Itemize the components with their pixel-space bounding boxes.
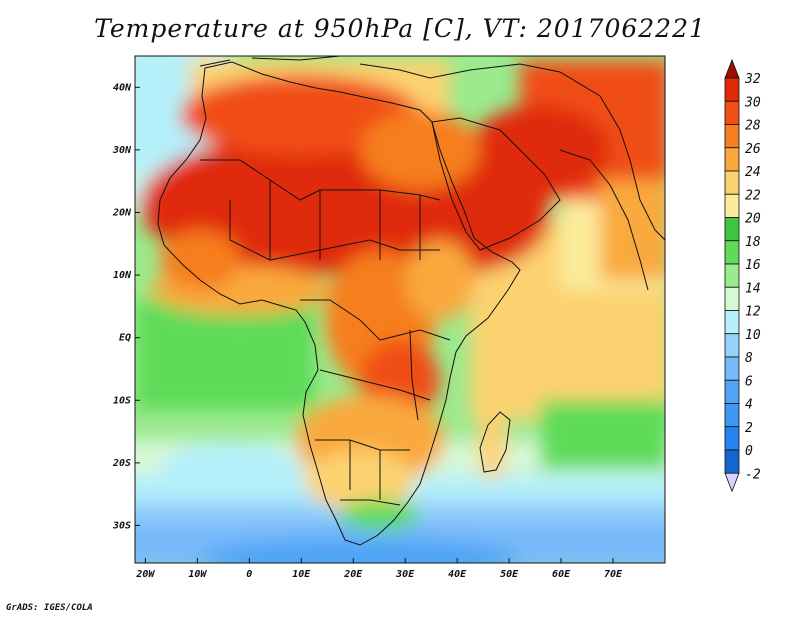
longitude-axis: 20W 10W 0 10E 20E 30E 40E 50E 60E 70E [135, 558, 623, 580]
colorbar-top-arrow [724, 58, 740, 79]
lon-tick-label: 60E [552, 569, 571, 580]
colorbar-swatch [724, 170, 740, 195]
colorbar-swatch [724, 124, 740, 149]
colorbar-bottom-arrow [724, 472, 740, 493]
map-frame [134, 55, 666, 564]
colorbar-swatch [724, 217, 740, 242]
colorbar-swatch [724, 310, 740, 335]
lon-tick-label: 10E [292, 569, 311, 580]
colorbar-swatch [724, 356, 740, 381]
colorbar-label: 28 [745, 119, 761, 134]
map-title: Temperature at 950hPa [C], VT: 201706222… [94, 14, 706, 43]
colorbar-swatch [724, 193, 740, 218]
colorbar-label: 22 [745, 188, 761, 203]
colorbar-label: 32 [744, 72, 761, 87]
colorbar-label: 0 [745, 444, 753, 459]
lon-tick-label: 30E [395, 569, 415, 580]
colorbar-swatch [724, 286, 740, 311]
lat-tick-label: 40N [113, 82, 132, 93]
colorbar-label: 14 [745, 281, 761, 296]
colorbar-swatch [724, 449, 740, 474]
lon-tick-label: 20W [135, 569, 155, 580]
colorbar-label: -2 [745, 467, 761, 482]
lon-tick-label: 40E [448, 569, 467, 580]
lat-tick-label: 10N [113, 270, 132, 281]
colorbar-label: 20 [745, 212, 761, 227]
colorbar-swatch [724, 77, 740, 102]
footer-credit: GrADS: IGES/COLA [6, 603, 93, 613]
colorbar-swatch [724, 426, 740, 451]
lat-tick-label: 20N [112, 207, 132, 218]
coastlines [157, 56, 665, 546]
colorbar-swatch [724, 379, 740, 404]
colorbar-label: 4 [745, 398, 753, 413]
latitude-axis: 40N 30N 20N 10N EQ 10S 20S 30S [112, 82, 140, 531]
colorbar-swatch [724, 333, 740, 358]
colorbar-label: 26 [745, 142, 761, 157]
colorbar-swatch [724, 240, 740, 265]
lon-tick-label: 70E [604, 569, 623, 580]
colorbar-label: 16 [745, 258, 761, 273]
lat-tick-label: 20S [112, 458, 131, 469]
lon-tick-label: 20E [343, 569, 363, 580]
temperature-field [135, 56, 665, 563]
lon-tick-label: 10W [188, 569, 207, 580]
colorbar-label: 6 [745, 374, 753, 389]
lon-tick-label: 50E [500, 569, 519, 580]
colorbar-swatch [724, 100, 740, 125]
colorbar-swatch [724, 147, 740, 172]
colorbar-label: 18 [745, 235, 761, 250]
colorbar-swatch [724, 263, 740, 288]
colorbar-label: 10 [745, 328, 761, 343]
lat-tick-label: EQ [119, 333, 131, 344]
lat-tick-label: 10S [113, 395, 131, 406]
colorbar-swatch [724, 403, 740, 428]
lat-tick-label: 30N [112, 145, 132, 156]
colorbar-label: 2 [745, 421, 753, 436]
colorbar-label: 24 [745, 165, 761, 180]
lat-tick-label: 30S [112, 520, 131, 531]
lon-tick-label: 0 [246, 569, 252, 580]
colorbar-label: 8 [745, 351, 753, 366]
colorbar-label: 12 [745, 305, 761, 320]
colorbar-label: 30 [744, 95, 761, 110]
